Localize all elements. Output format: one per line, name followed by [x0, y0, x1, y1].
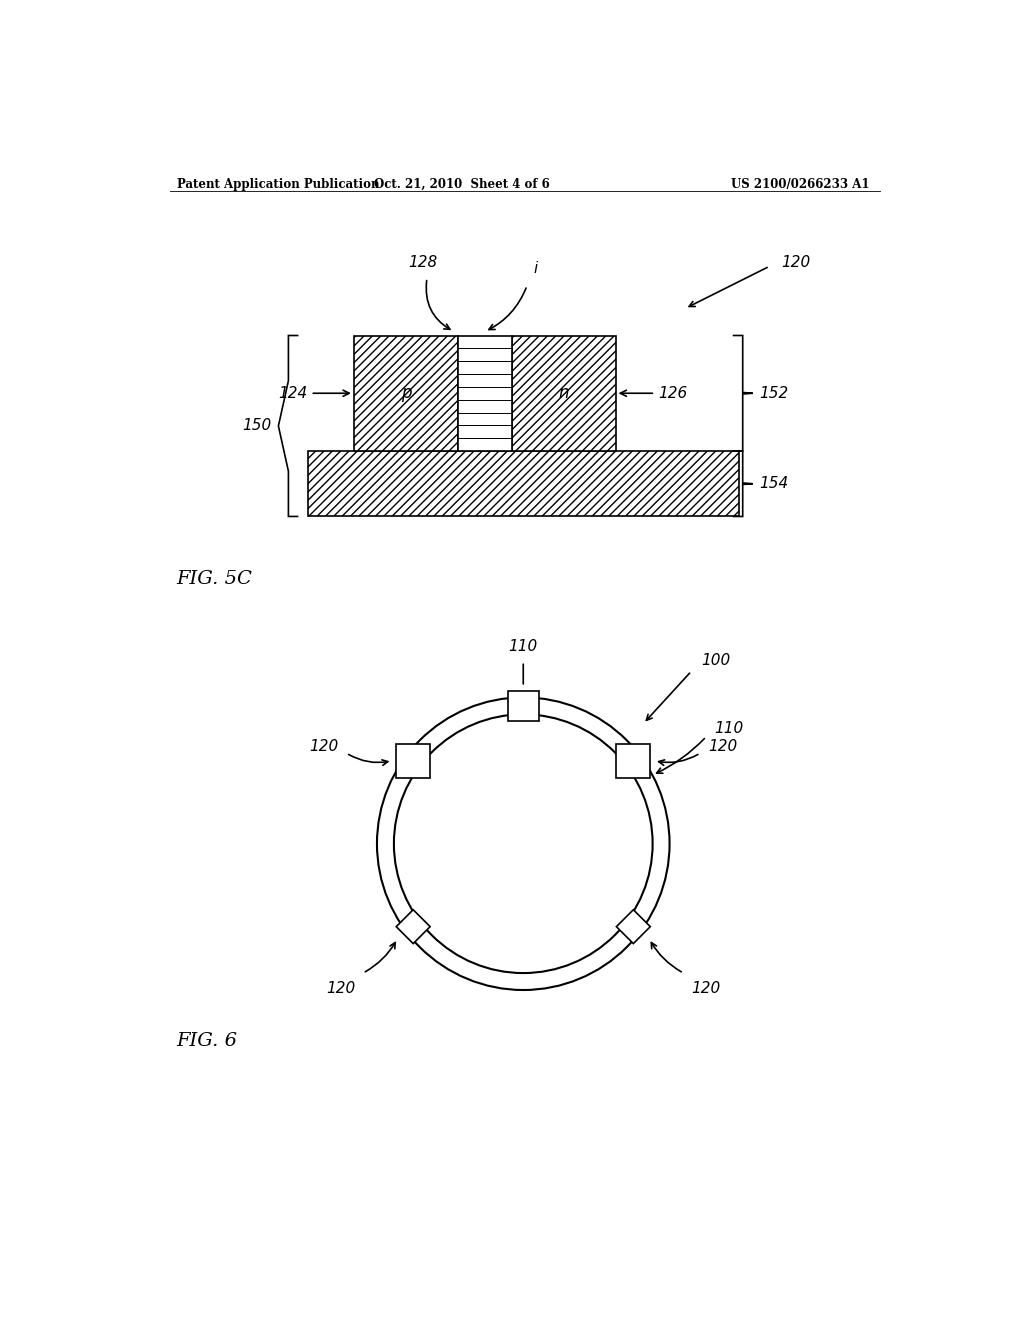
Text: n: n: [558, 384, 569, 403]
Text: 120: 120: [309, 739, 339, 755]
Bar: [458, 335, 512, 451]
Text: i: i: [534, 261, 538, 276]
Bar: [307, 451, 739, 516]
Text: 120: 120: [691, 981, 721, 995]
Polygon shape: [396, 743, 430, 777]
Bar: [354, 335, 458, 451]
Text: US 2100/0266233 A1: US 2100/0266233 A1: [731, 178, 869, 190]
Text: FIG. 6: FIG. 6: [177, 1032, 238, 1051]
Bar: [307, 451, 739, 516]
Bar: [354, 335, 458, 451]
Text: 124: 124: [279, 385, 349, 401]
Text: 120: 120: [708, 739, 737, 755]
Text: 150: 150: [243, 418, 271, 433]
Text: FIG. 5C: FIG. 5C: [177, 570, 253, 589]
Text: 110: 110: [714, 721, 743, 737]
Text: 120: 120: [326, 981, 355, 995]
Text: 154: 154: [760, 477, 788, 491]
Text: Patent Application Publication: Patent Application Publication: [177, 178, 379, 190]
Polygon shape: [396, 909, 430, 944]
Bar: [512, 335, 615, 451]
Text: 120: 120: [781, 255, 810, 269]
Text: 126: 126: [621, 385, 687, 401]
Polygon shape: [616, 743, 650, 777]
Text: 128: 128: [409, 255, 438, 271]
Text: p: p: [400, 384, 411, 403]
Text: 110: 110: [509, 639, 538, 653]
Text: 100: 100: [701, 653, 731, 668]
Text: Oct. 21, 2010  Sheet 4 of 6: Oct. 21, 2010 Sheet 4 of 6: [374, 178, 550, 190]
Text: 152: 152: [760, 385, 788, 401]
Polygon shape: [508, 690, 539, 721]
Polygon shape: [616, 909, 650, 944]
Bar: [512, 335, 615, 451]
